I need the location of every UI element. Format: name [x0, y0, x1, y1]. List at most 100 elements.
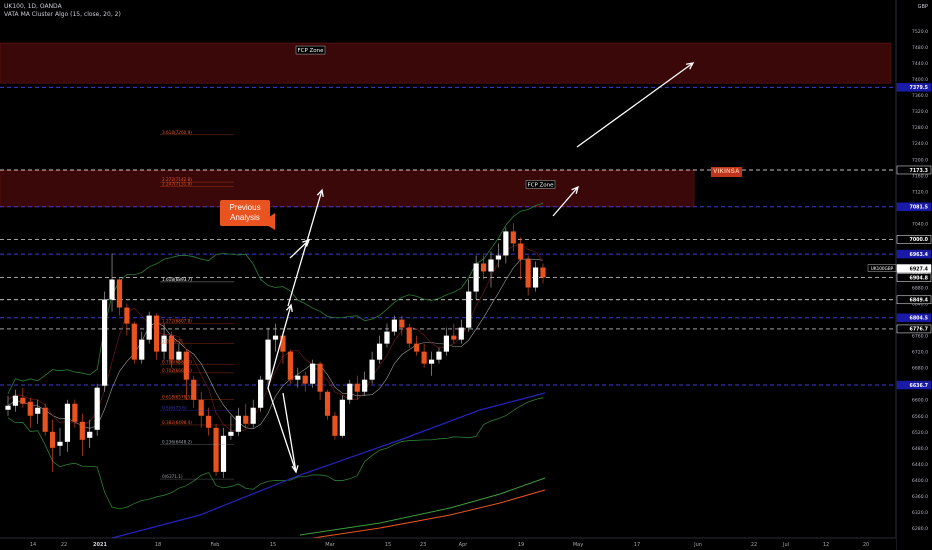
- price-label-box: [896, 202, 932, 212]
- candle-body: [347, 383, 353, 400]
- candle-body: [376, 343, 383, 360]
- candle-body: [258, 379, 264, 408]
- y-tick-label: 7520.0: [912, 29, 928, 35]
- arrow-down-up: [267, 304, 297, 473]
- fcp-zone-label: FCP Zone: [297, 48, 324, 54]
- price-label: 6776.7: [909, 327, 928, 333]
- y-tick-label: 6280.0: [912, 526, 928, 532]
- arrow-previous-target: [287, 189, 323, 307]
- x-tick-label: 15: [270, 542, 276, 548]
- price-label: 6963.4: [909, 252, 928, 258]
- y-tick-label: 7480.0: [912, 45, 928, 51]
- candle-body: [87, 431, 93, 438]
- x-tick-label: 15: [385, 542, 391, 548]
- fib-label: 0.702(6667.1): [162, 368, 192, 373]
- candle-body: [101, 299, 108, 386]
- callout-line-2: Analysis: [230, 213, 260, 222]
- candle-body: [451, 335, 457, 340]
- x-tick-label: 22: [61, 542, 67, 548]
- candle-body: [302, 375, 308, 384]
- candle-body: [49, 431, 56, 448]
- candle-body: [94, 387, 100, 430]
- candle-body: [295, 375, 301, 380]
- candle-body: [124, 307, 130, 324]
- candle-body: [220, 435, 227, 472]
- price-label-box: [896, 380, 932, 390]
- arrow-mid: [289, 239, 310, 259]
- y-tick-label: 7040.0: [912, 221, 928, 227]
- candle-body: [116, 279, 123, 308]
- candle-body: [414, 343, 420, 352]
- y-tick-label: 7200.0: [912, 157, 928, 163]
- price-label: 6804.5: [909, 316, 928, 322]
- x-tick-label: 17: [634, 542, 640, 548]
- price-label-box: [896, 235, 932, 244]
- price-label-box: [896, 273, 932, 282]
- x-tick-label: Apr: [459, 542, 469, 548]
- callout-line-1: Previous: [229, 203, 261, 212]
- y-tick-label: 7120.0: [912, 189, 928, 195]
- candle-body: [176, 351, 182, 360]
- candle-body: [72, 403, 78, 422]
- y-tick-label: 6840.0: [912, 302, 928, 308]
- fib-label: 1(6740.2): [162, 339, 183, 344]
- candle-body: [57, 441, 63, 446]
- candle-body: [473, 263, 479, 292]
- fib-label: 0.236(6448.2): [162, 440, 192, 445]
- candle-body: [146, 315, 152, 340]
- candle-body: [436, 351, 442, 360]
- fcp-zone-label-box: [295, 45, 326, 55]
- fib-label: 1.272(6807.8): [162, 319, 192, 324]
- candle-body: [206, 415, 212, 428]
- x-axis-strip: [0, 538, 896, 550]
- candle-body: [525, 259, 531, 288]
- previous-analysis-callout[interactable]: Previous Analysis: [220, 200, 270, 226]
- price-label: 7000.0: [909, 237, 928, 243]
- candle-body: [213, 427, 219, 472]
- candle-body: [154, 315, 160, 352]
- candle-body: [421, 351, 427, 364]
- arrow-small-head: [571, 185, 579, 194]
- y-tick-label: 7360.0: [912, 93, 928, 99]
- y-tick-label: 6720.0: [912, 350, 928, 356]
- y-tick-label: 7440.0: [912, 61, 928, 67]
- arrow-down-up-head: [285, 303, 293, 313]
- candle-body: [391, 319, 397, 332]
- candle-body: [265, 339, 271, 380]
- fib-label: 1.618(6893.7): [162, 277, 192, 282]
- y-tick-label: 7240.0: [912, 141, 928, 147]
- fib-label: 0(6371.1): [162, 474, 183, 479]
- x-tick-label: May: [573, 542, 583, 548]
- candle-body: [532, 267, 539, 288]
- candle-body: [250, 407, 256, 424]
- candle-body: [12, 395, 19, 406]
- price-label: 6927.4: [909, 266, 928, 272]
- symbol-tag: UK100GBP: [871, 266, 894, 271]
- x-tick-label: 19: [518, 542, 524, 548]
- candle-body: [191, 379, 197, 400]
- price-label: 7379.5: [909, 85, 928, 91]
- candle-body: [369, 359, 375, 380]
- candle-body: [480, 263, 487, 272]
- price-label: 7081.5: [909, 205, 928, 211]
- candle-body: [5, 405, 11, 410]
- x-tick-label: 2021: [93, 542, 107, 548]
- bollinger-upper: [7, 202, 544, 394]
- y-tick-label: 6680.0: [912, 366, 928, 372]
- x-tick-label: 14: [30, 542, 36, 548]
- candle-body: [324, 391, 331, 416]
- watermark-badge: VIKINSA: [711, 167, 742, 177]
- candle-body: [168, 335, 175, 360]
- x-tick-label: 23: [420, 542, 426, 548]
- candle-body: [495, 255, 502, 260]
- arrow-mid-head: [302, 238, 311, 247]
- candle-body: [42, 407, 48, 432]
- candle-body: [235, 415, 241, 432]
- price-label-box: [896, 295, 932, 305]
- candle-body: [332, 415, 338, 436]
- candle-body: [317, 363, 323, 392]
- candle-body: [109, 279, 115, 300]
- candle-body: [488, 259, 494, 272]
